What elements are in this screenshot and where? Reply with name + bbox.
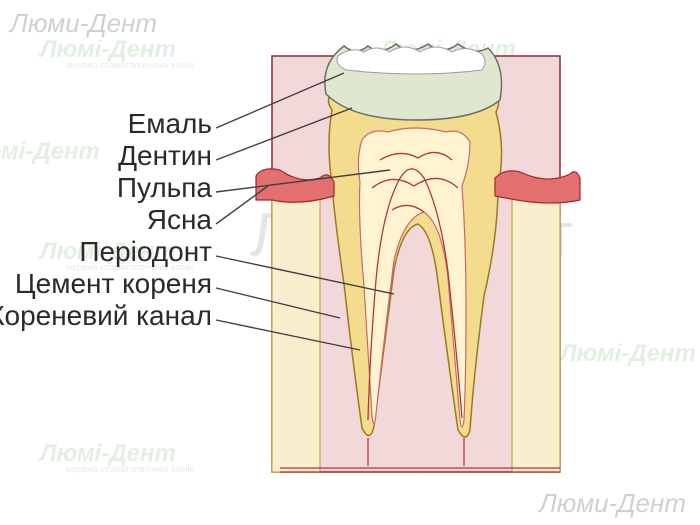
label-root-canal: Кореневий канал (0, 300, 212, 332)
label-dentin: Дентин (118, 140, 212, 172)
label-cementum: Цемент кореня (15, 268, 212, 300)
label-gum: Ясна (147, 204, 212, 236)
diagram-canvas: Люми-Дент Люми-Дент Люми-Дент Люмі-Дент … (0, 0, 700, 525)
label-periodont: Періодонт (79, 236, 212, 268)
label-enamel: Емаль (128, 108, 212, 140)
label-pulp: Пульпа (117, 172, 212, 204)
